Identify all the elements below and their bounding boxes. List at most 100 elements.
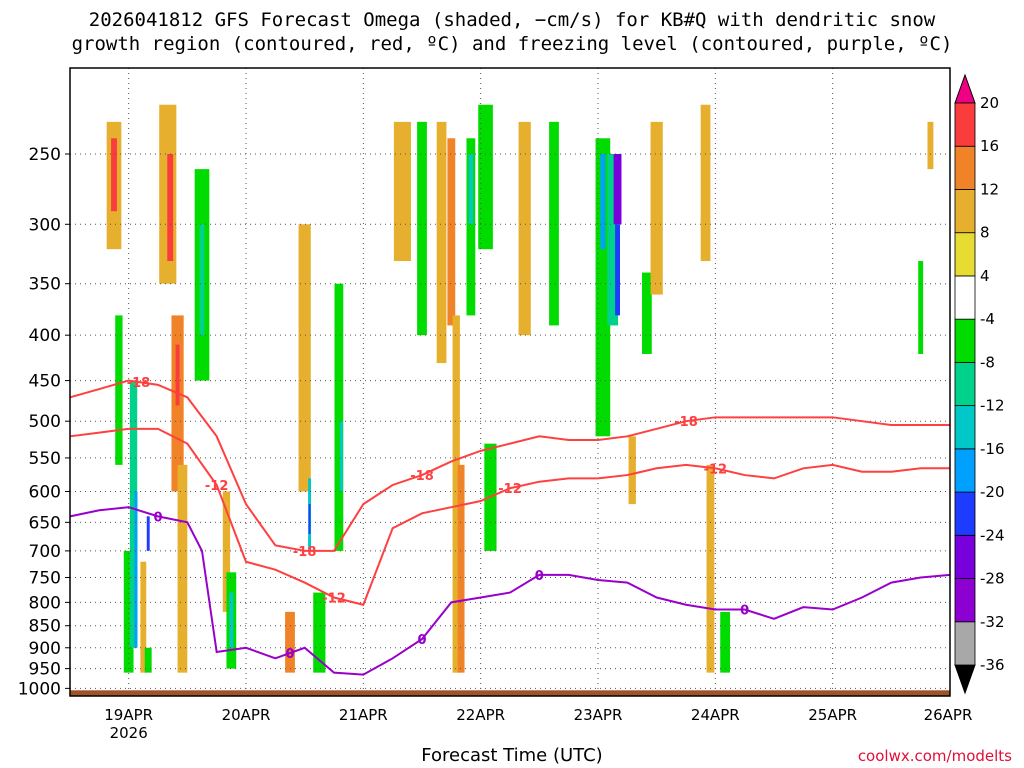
contour-label-5: -12 <box>322 592 346 607</box>
omega-cell-38 <box>595 138 611 437</box>
contour-label-1: -18 <box>293 545 317 560</box>
plot-frame <box>69 67 951 697</box>
contour-label-11: 0 <box>535 569 544 584</box>
omega-cell-34 <box>478 104 493 250</box>
y-tick-label-450: 450 <box>29 372 61 392</box>
y-tick-label-800: 800 <box>29 593 61 613</box>
y-tick-label-950: 950 <box>29 660 61 680</box>
omega-cell-13 <box>177 464 188 673</box>
colorbar-label-10: 8 <box>980 224 990 242</box>
omega-cell-33 <box>468 154 474 225</box>
x-tick-label-1: 20APR <box>222 706 271 724</box>
colorbar-swatch-9 <box>954 275 976 320</box>
y-tick-label-300: 300 <box>29 215 61 235</box>
omega-cell-41 <box>613 154 622 225</box>
contour-label-0: -18 <box>127 376 151 391</box>
colorbar-label-9: 4 <box>980 267 990 285</box>
colorbar-label-2: -28 <box>980 570 1005 588</box>
colorbar-swatch-12 <box>954 145 976 190</box>
x-tick-label-2: 21APR <box>339 706 388 724</box>
omega-cell-18 <box>229 592 234 648</box>
omega-cell-26 <box>393 121 411 262</box>
omega-cell-22 <box>308 504 311 535</box>
chart-title-line-2: growth region (contoured, red, ºC) and f… <box>71 33 953 55</box>
colorbar-label-0: -36 <box>980 656 1005 674</box>
contour-label-7: -12 <box>704 462 728 477</box>
x-tick-label-3: 22APR <box>456 706 505 724</box>
y-tick-label-750: 750 <box>29 568 61 588</box>
x-tick-label-7: 26APR <box>924 706 973 724</box>
x-tick-label-4: 23APR <box>574 706 623 724</box>
contour-label-6: -12 <box>498 482 522 497</box>
chart-title-line-1: 2026041812 GFS Forecast Omega (shaded, −… <box>88 9 936 31</box>
omega-cell-25 <box>339 421 343 492</box>
colorbar-label-1: -32 <box>980 613 1005 631</box>
dgz-bottom-contour <box>69 427 950 606</box>
omega-cell-42 <box>615 224 620 316</box>
y-tick-label-350: 350 <box>29 275 61 295</box>
colorbar-label-6: -12 <box>980 397 1005 415</box>
dgz-top-contour <box>69 379 950 552</box>
colorbar-swatch-3 <box>954 534 976 579</box>
freezing-level-contour <box>69 506 951 676</box>
omega-cell-49 <box>927 121 934 170</box>
x-tick-label-6: 25APR <box>808 706 857 724</box>
omega-cell-40 <box>607 154 619 326</box>
y-tick-label-1000: 1000 <box>18 679 61 699</box>
omega-cell-37 <box>549 121 559 326</box>
credit-link[interactable]: coolwx.com/modelts <box>857 747 1012 765</box>
omega-cell-46 <box>700 104 711 262</box>
omega-cell-28 <box>436 121 447 364</box>
omega-cell-29 <box>447 138 456 326</box>
y-tick-label-650: 650 <box>29 513 61 533</box>
y-tick-label-250: 250 <box>29 145 61 165</box>
omega-cell-27 <box>417 121 427 336</box>
omega-cell-20 <box>298 224 311 492</box>
omega-cell-3 <box>123 550 134 673</box>
colorbar-swatch-5 <box>954 448 976 493</box>
contour-label-8: 0 <box>153 510 162 525</box>
omega-cell-12 <box>175 344 180 406</box>
contour-label-9: 0 <box>285 647 294 662</box>
x-tick-label-5: 24APR <box>691 706 740 724</box>
terrain-fill <box>70 690 950 696</box>
omega-cell-5 <box>134 491 138 648</box>
omega-cell-16 <box>222 491 231 612</box>
omega-cell-50 <box>918 261 924 354</box>
colorbar-label-13: 20 <box>980 94 999 112</box>
omega-cell-1 <box>111 138 117 212</box>
x-axis-title: Forecast Time (UTC) <box>421 745 603 766</box>
omega-cell-39 <box>600 154 606 250</box>
omega-cell-44 <box>642 272 652 354</box>
omega-cell-43 <box>628 436 636 505</box>
omega-cell-8 <box>144 647 152 673</box>
colorbar-swatch-7 <box>954 361 976 407</box>
y-tick-label-850: 850 <box>29 617 61 637</box>
colorbar-label-5: -16 <box>980 440 1005 458</box>
omega-cell-19 <box>285 611 295 673</box>
omega-cell-48 <box>720 611 730 673</box>
contour-label-10: 0 <box>417 633 426 648</box>
colorbar-label-11: 12 <box>980 180 999 198</box>
omega-cell-31 <box>457 464 465 673</box>
contour-label-2: -18 <box>410 469 434 484</box>
omega-cell-10 <box>167 154 174 262</box>
omega-cell-4 <box>129 380 138 648</box>
omega-cell-2 <box>115 315 123 465</box>
contour-label-3: -18 <box>674 415 698 430</box>
omega-cell-7 <box>140 561 147 673</box>
colorbar-swatch-1 <box>954 621 976 666</box>
contour-label-4: -12 <box>205 479 229 494</box>
y-tick-label-500: 500 <box>29 412 61 432</box>
y-tick-label-550: 550 <box>29 449 61 469</box>
omega-cell-6 <box>146 516 150 551</box>
colorbar-swatch-13 <box>954 102 976 147</box>
colorbar-label-12: 16 <box>980 137 999 155</box>
y-tick-label-600: 600 <box>29 482 61 502</box>
colorbar-label-8: -4 <box>980 310 995 328</box>
colorbar-top-arrow <box>954 73 976 104</box>
omega-cell-24 <box>334 283 344 551</box>
colorbar-swatch-10 <box>954 232 976 277</box>
contour-label-12: 0 <box>740 604 749 619</box>
